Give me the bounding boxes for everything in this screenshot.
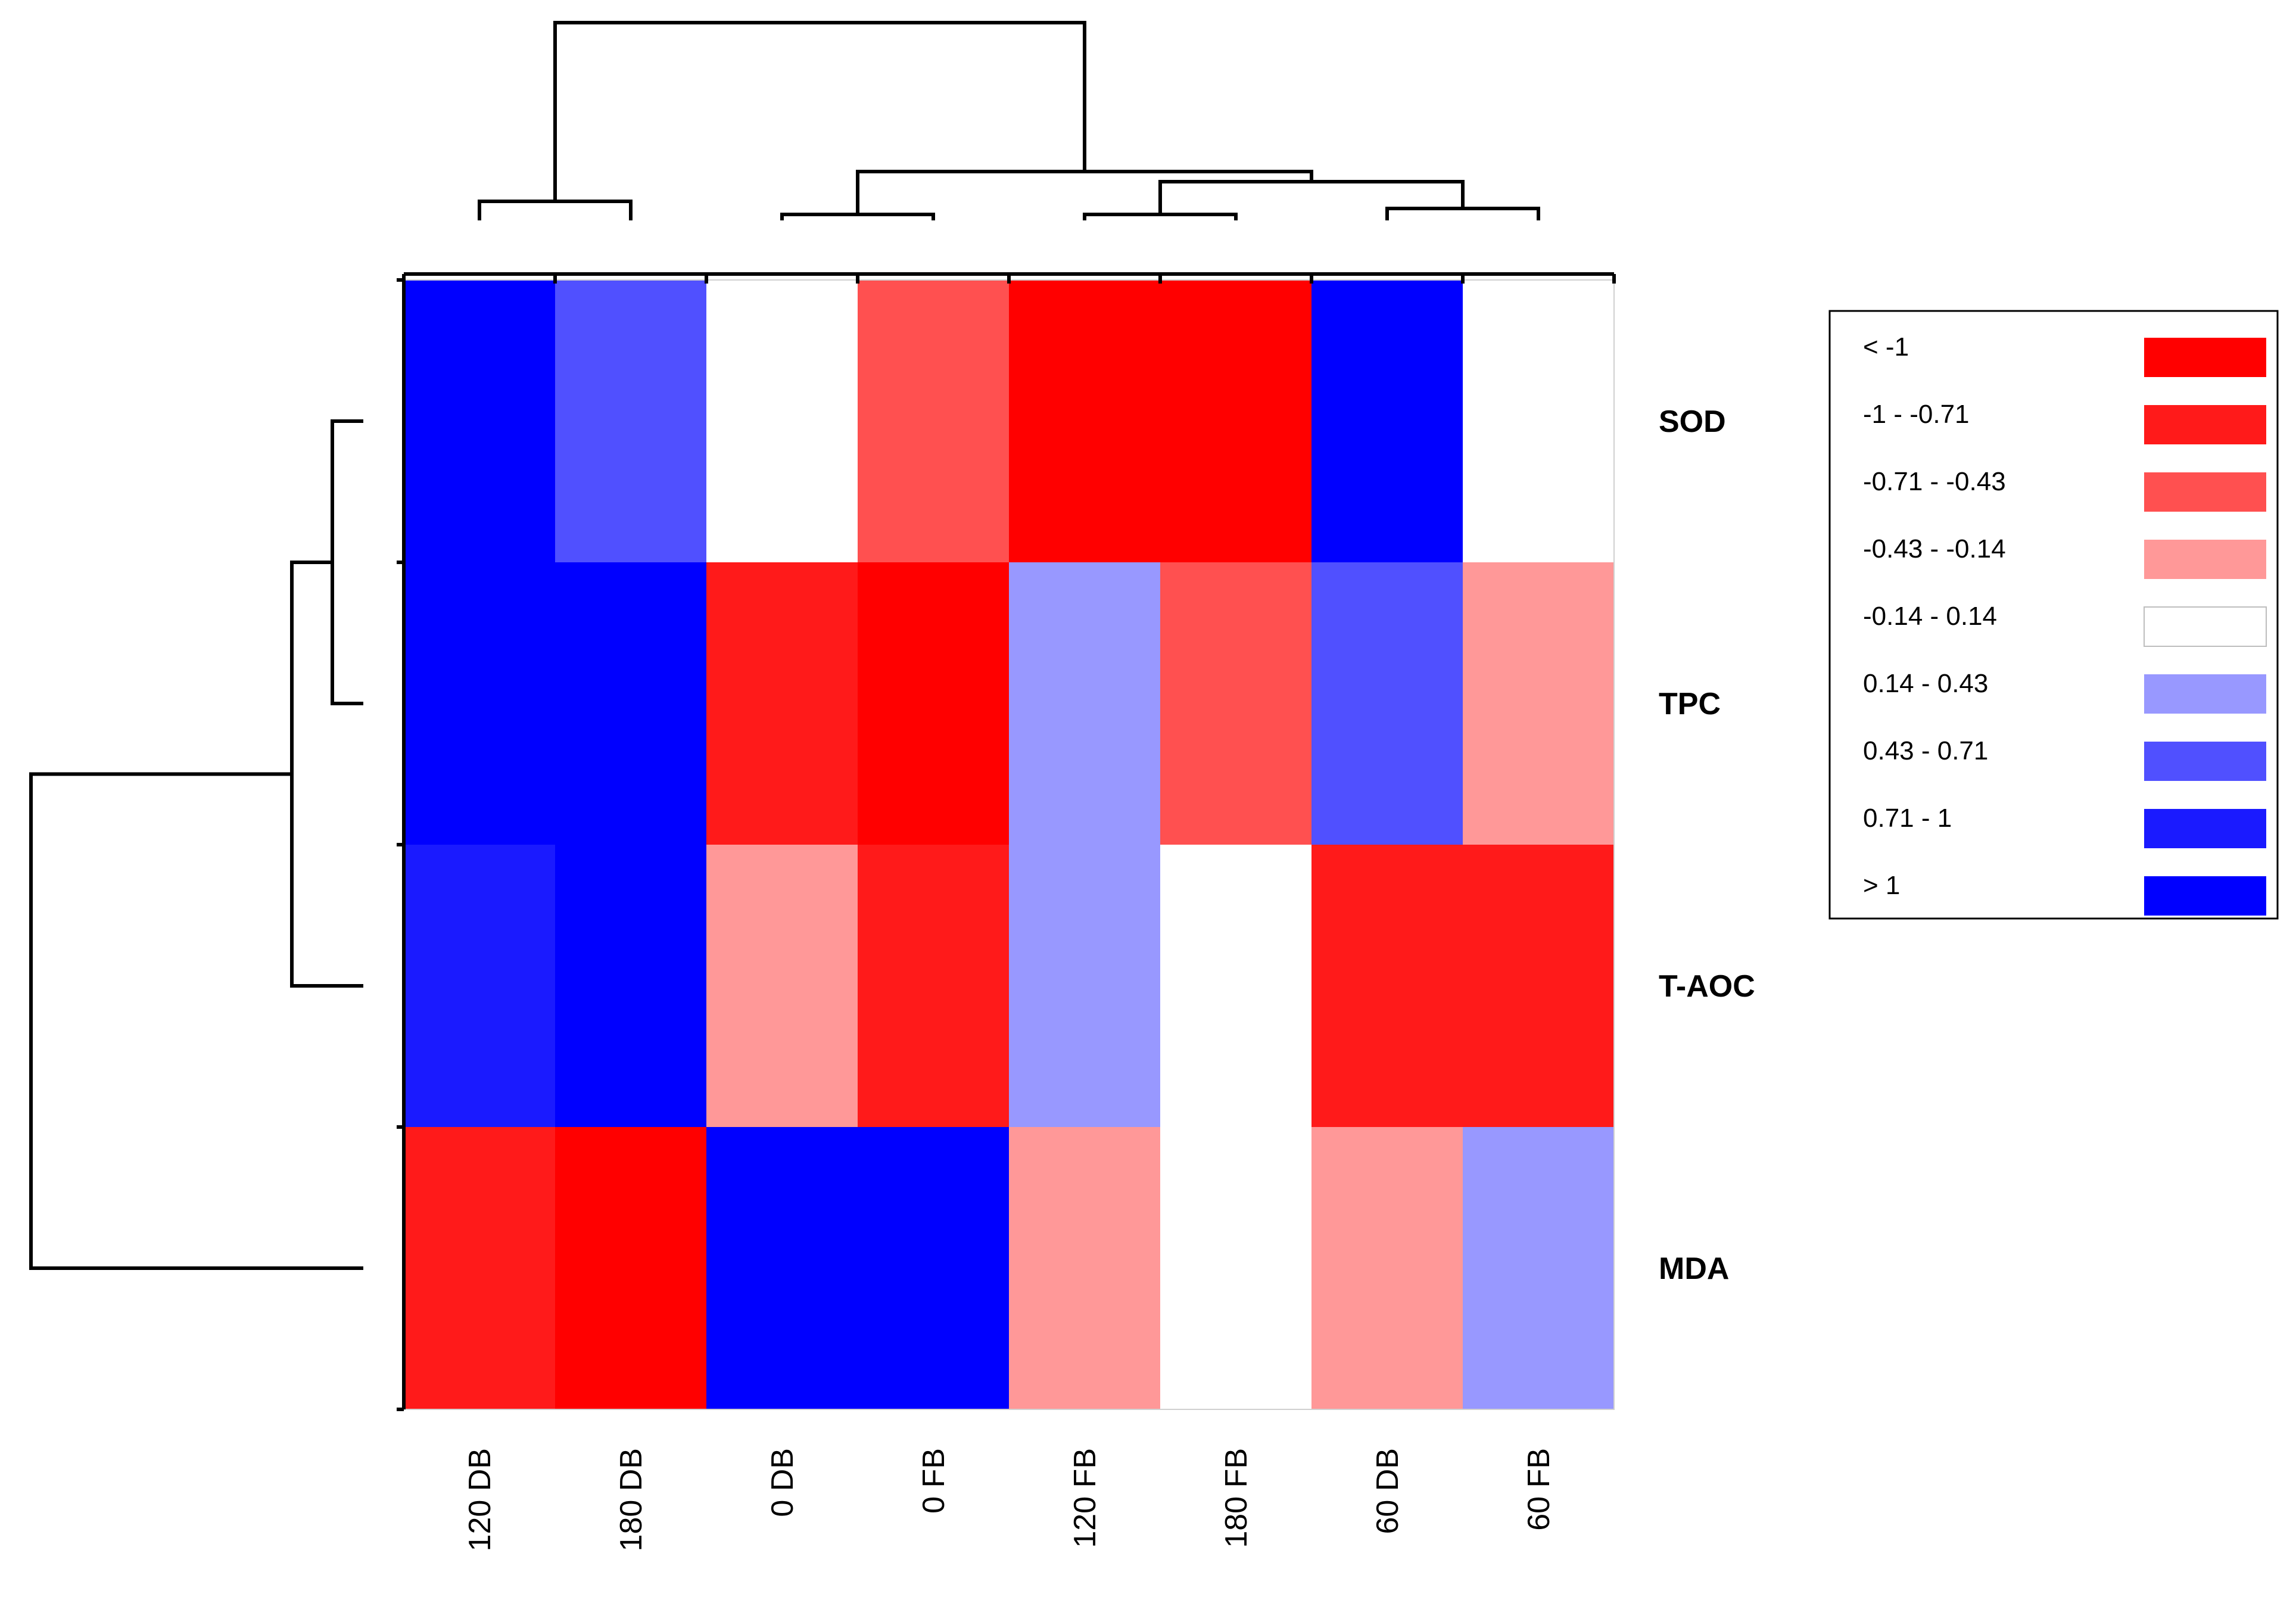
column-label-60-fb: 60 FB: [1522, 1448, 1556, 1531]
legend-label: -0.43 - -0.14: [1863, 534, 2006, 564]
dendrogram-link: [290, 561, 363, 988]
dendrogram-link: [856, 170, 1313, 214]
legend-label: 0.14 - 0.43: [1863, 669, 1988, 698]
heatmap-cell-tpc-180-db: [555, 562, 707, 845]
legend-swatch: [2144, 338, 2266, 377]
heatmap-cell-tpc-0-db: [706, 562, 858, 845]
legend-label: -0.14 - 0.14: [1863, 602, 1997, 631]
left-axis: [397, 274, 406, 1411]
legend-label: 0.43 - 0.71: [1863, 736, 1988, 765]
row-label-t-aoc: T-AOC: [1659, 969, 1755, 1004]
legend-label: -1 - -0.71: [1863, 400, 1970, 429]
column-label-60-db: 60 DB: [1370, 1448, 1405, 1534]
dendrogram-link: [331, 419, 363, 705]
row-dendrogram: [29, 419, 363, 1270]
heatmap-cell-mda-180-fb: [1160, 1127, 1312, 1410]
heatmap-cell-mda-120-db: [404, 1127, 556, 1410]
heatmap-cell-tpc-120-db: [404, 562, 556, 845]
column-label-180-db: 180 DB: [614, 1448, 649, 1551]
heatmap-cell-t-aoc-180-fb: [1160, 845, 1312, 1128]
column-label-120-db: 120 DB: [463, 1448, 497, 1551]
heatmap-cell-mda-60-db: [1311, 1127, 1463, 1410]
legend-label: 0.71 - 1: [1863, 804, 1952, 833]
heatmap-cell-sod-120-fb: [1009, 280, 1161, 563]
heatmap-cell-tpc-60-db: [1311, 562, 1463, 845]
column-labels: 120 DB 180 DB 0 DB 0 FB 120 FB 180 FB 60 DB 60 …: [463, 1448, 1556, 1551]
heatmap-cell-t-aoc-180-db: [555, 845, 707, 1128]
heatmap-cell-mda-180-db: [555, 1127, 707, 1410]
dendrogram-link: [1385, 207, 1540, 220]
row-labels: SOD TPC T-AOC MDA: [1659, 404, 1755, 1286]
heatmap-cell-mda-0-fb: [858, 1127, 1010, 1410]
column-dendrogram: [478, 21, 1540, 220]
heatmap-cell-t-aoc-60-db: [1311, 845, 1463, 1128]
heatmap-cell-mda-60-fb: [1463, 1127, 1615, 1410]
heatmap-cell-t-aoc-120-db: [404, 845, 556, 1128]
row-label-mda: MDA: [1659, 1252, 1729, 1286]
heatmap-cell-tpc-180-fb: [1160, 562, 1312, 845]
column-label-0-db: 0 DB: [765, 1448, 800, 1517]
dendrogram-link: [29, 772, 363, 1270]
dendrogram-link: [478, 200, 633, 220]
column-label-180-fb: 180 FB: [1219, 1448, 1254, 1548]
legend-swatch: [2144, 472, 2266, 512]
dendrogram-link: [553, 21, 1086, 201]
legend: < -1 -1 - -0.71 -0.71 - -0.43 -0.43 - -0.14…: [1828, 310, 2279, 920]
heatmap-cell-sod-60-db: [1311, 280, 1463, 563]
heatmap-cell-sod-60-fb: [1463, 280, 1615, 563]
heatmap-cell-sod-180-fb: [1160, 280, 1312, 563]
heatmap-cell-sod-0-db: [706, 280, 858, 563]
heatmap-grid: [403, 279, 1615, 1410]
legend-label: > 1: [1863, 871, 1900, 900]
heatmap-cell-sod-0-fb: [858, 280, 1010, 563]
legend-swatch: [2144, 742, 2266, 781]
legend-label: -0.71 - -0.43: [1863, 467, 2006, 496]
row-label-sod: SOD: [1659, 404, 1726, 439]
heatmap-cell-mda-0-db: [706, 1127, 858, 1410]
row-label-tpc: TPC: [1659, 687, 1721, 721]
dendrogram-link: [1083, 213, 1238, 220]
heatmap-cell-sod-180-db: [555, 280, 707, 563]
heatmap-cell-tpc-120-fb: [1009, 562, 1161, 845]
heatmap-cell-t-aoc-0-db: [706, 845, 858, 1128]
legend-swatch: [2144, 405, 2266, 444]
column-label-0-fb: 0 FB: [917, 1448, 951, 1514]
top-axis: [402, 272, 1616, 284]
dendrogram-link: [780, 213, 935, 220]
heatmap-cell-t-aoc-120-fb: [1009, 845, 1161, 1128]
heatmap-cell-tpc-60-fb: [1463, 562, 1615, 845]
heatmap-cell-t-aoc-60-fb: [1463, 845, 1615, 1128]
legend-swatch: [2144, 540, 2266, 579]
heatmap-cell-tpc-0-fb: [858, 562, 1010, 845]
heatmap-cell-t-aoc-0-fb: [858, 845, 1010, 1128]
legend-label: < -1: [1863, 332, 1909, 362]
column-label-120-fb: 120 FB: [1068, 1448, 1102, 1548]
heatmap-cell-sod-120-db: [404, 280, 556, 563]
legend-swatch: [2144, 809, 2266, 848]
legend-swatch: [2144, 606, 2267, 647]
heatmap-cell-mda-120-fb: [1009, 1127, 1161, 1410]
legend-swatch: [2144, 876, 2266, 916]
legend-swatch: [2144, 674, 2266, 714]
